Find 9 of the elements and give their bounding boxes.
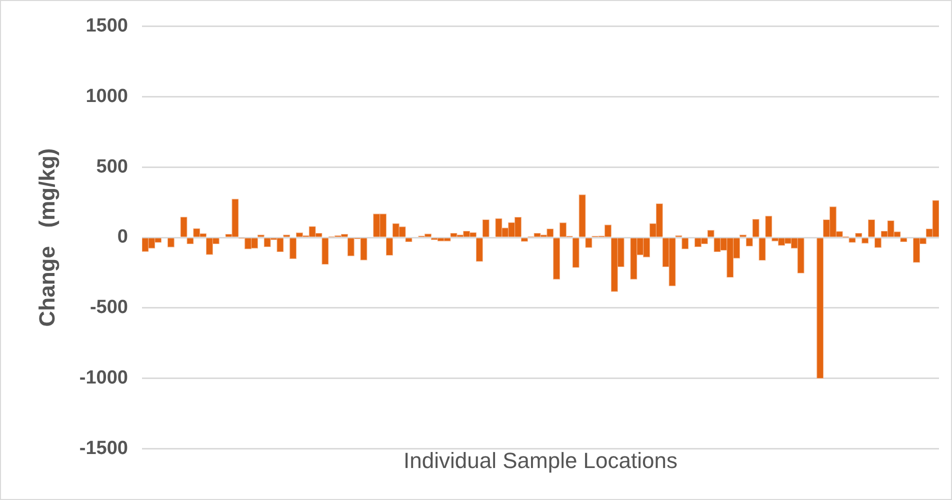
y-tick-label: 500 <box>96 156 128 178</box>
y-tick-label: -500 <box>90 297 128 318</box>
y-tick-label: 1500 <box>86 16 128 37</box>
y-axis-title: Change (mg/kg) <box>34 148 60 327</box>
y-tick-label: -1500 <box>79 438 128 459</box>
y-tick-label: -1000 <box>79 367 128 388</box>
y-tick-label: 1000 <box>86 86 128 107</box>
y-tick-label: 0 <box>117 226 128 248</box>
x-axis-title: Individual Sample Locations <box>404 448 678 473</box>
